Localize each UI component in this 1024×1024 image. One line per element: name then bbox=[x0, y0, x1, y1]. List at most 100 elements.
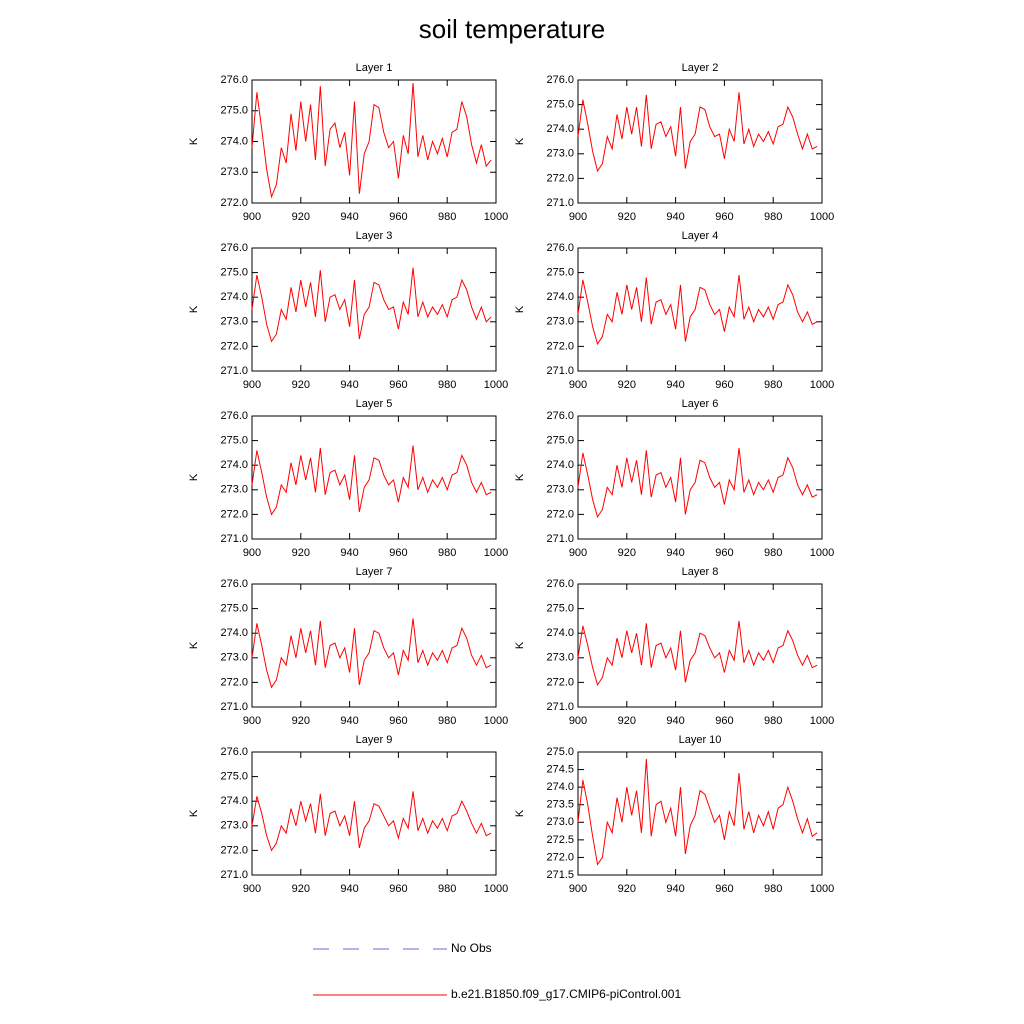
x-tick-label: 940 bbox=[340, 715, 358, 727]
y-tick-label: 275.0 bbox=[220, 771, 248, 783]
y-tick-label: 274.0 bbox=[546, 781, 574, 793]
x-tick-label: 1000 bbox=[810, 379, 834, 391]
y-tick-label: 272.0 bbox=[546, 851, 574, 863]
y-tick-label: 274.5 bbox=[546, 763, 574, 775]
plot-frame bbox=[577, 247, 823, 372]
y-tick-label: 272.0 bbox=[220, 340, 248, 352]
x-tick-label: 960 bbox=[389, 379, 407, 391]
x-tick-label: 920 bbox=[618, 379, 636, 391]
x-tick-label: 960 bbox=[715, 547, 733, 559]
y-tick-label: 276.0 bbox=[220, 746, 248, 758]
y-tick-label: 273.0 bbox=[546, 652, 574, 664]
x-tick-label: 900 bbox=[569, 211, 587, 223]
y-tick-label: 276.0 bbox=[546, 74, 574, 86]
x-tick-label: 980 bbox=[764, 715, 782, 727]
x-tick-label: 1000 bbox=[484, 883, 508, 895]
y-tick-label: 272.0 bbox=[546, 340, 574, 352]
y-axis-label: K bbox=[514, 809, 526, 817]
data-line bbox=[251, 618, 492, 689]
x-tick-label: 1000 bbox=[484, 715, 508, 727]
y-tick-label: 275.0 bbox=[220, 267, 248, 279]
y-tick-label: 274.0 bbox=[220, 459, 248, 471]
y-tick-label: 273.0 bbox=[220, 820, 248, 832]
x-tick-label: 940 bbox=[340, 379, 358, 391]
y-tick-label: 274.0 bbox=[220, 135, 248, 147]
y-tick-label: 271.0 bbox=[546, 197, 574, 209]
y-tick-label: 273.0 bbox=[220, 166, 248, 178]
plot-frame bbox=[251, 751, 497, 876]
x-tick-label: 960 bbox=[715, 379, 733, 391]
data-line bbox=[251, 791, 492, 852]
x-tick-label: 960 bbox=[715, 211, 733, 223]
x-tick-label: 920 bbox=[292, 379, 310, 391]
y-tick-label: 272.0 bbox=[220, 676, 248, 688]
x-tick-label: 940 bbox=[666, 211, 684, 223]
x-tick-label: 940 bbox=[666, 547, 684, 559]
legend-label: No Obs bbox=[451, 941, 492, 955]
y-tick-label: 272.0 bbox=[546, 172, 574, 184]
y-tick-label: 276.0 bbox=[220, 74, 248, 86]
y-tick-label: 274.0 bbox=[546, 459, 574, 471]
y-tick-label: 273.5 bbox=[546, 799, 574, 811]
y-tick-label: 275.0 bbox=[546, 99, 574, 111]
x-tick-label: 960 bbox=[715, 883, 733, 895]
panel-title: Layer 10 bbox=[679, 734, 722, 746]
data-line bbox=[577, 447, 818, 519]
plot-frame bbox=[577, 79, 823, 204]
data-line bbox=[577, 275, 818, 346]
y-tick-label: 273.0 bbox=[220, 652, 248, 664]
x-tick-label: 1000 bbox=[484, 379, 508, 391]
y-tick-label: 273.0 bbox=[546, 316, 574, 328]
y-tick-label: 276.0 bbox=[220, 578, 248, 590]
x-tick-label: 1000 bbox=[810, 547, 834, 559]
x-tick-label: 980 bbox=[438, 883, 456, 895]
y-tick-label: 275.0 bbox=[220, 105, 248, 117]
y-tick-label: 271.0 bbox=[546, 701, 574, 713]
panel-title: Layer 8 bbox=[682, 566, 719, 578]
y-axis-label: K bbox=[188, 641, 200, 649]
y-tick-label: 271.0 bbox=[220, 533, 248, 545]
y-tick-label: 272.0 bbox=[546, 508, 574, 520]
y-tick-label: 275.0 bbox=[546, 746, 574, 758]
x-tick-label: 980 bbox=[764, 379, 782, 391]
y-tick-label: 274.0 bbox=[220, 795, 248, 807]
panel-title: Layer 3 bbox=[356, 230, 393, 242]
x-tick-label: 940 bbox=[340, 883, 358, 895]
y-axis-label: K bbox=[188, 809, 200, 817]
x-tick-label: 960 bbox=[389, 547, 407, 559]
x-tick-label: 900 bbox=[243, 547, 261, 559]
y-axis-label: K bbox=[514, 641, 526, 649]
y-tick-label: 272.0 bbox=[546, 676, 574, 688]
panel-title: Layer 4 bbox=[682, 230, 719, 242]
x-tick-label: 920 bbox=[292, 883, 310, 895]
data-line bbox=[251, 83, 492, 199]
x-tick-label: 940 bbox=[666, 715, 684, 727]
x-tick-label: 960 bbox=[389, 883, 407, 895]
y-tick-label: 272.0 bbox=[220, 508, 248, 520]
data-line bbox=[577, 758, 818, 866]
x-tick-label: 980 bbox=[438, 547, 456, 559]
x-tick-label: 980 bbox=[764, 547, 782, 559]
y-tick-label: 276.0 bbox=[546, 410, 574, 422]
y-tick-label: 272.0 bbox=[220, 197, 248, 209]
x-tick-label: 920 bbox=[292, 211, 310, 223]
data-line bbox=[251, 445, 492, 516]
x-tick-label: 1000 bbox=[810, 715, 834, 727]
y-tick-label: 272.0 bbox=[220, 844, 248, 856]
panel-title: Layer 1 bbox=[356, 62, 393, 74]
panel-title: Layer 2 bbox=[682, 62, 719, 74]
y-tick-label: 276.0 bbox=[220, 242, 248, 254]
plot-frame bbox=[577, 415, 823, 540]
y-axis-label: K bbox=[188, 305, 200, 313]
x-tick-label: 920 bbox=[618, 211, 636, 223]
y-axis-label: K bbox=[188, 137, 200, 145]
x-tick-label: 940 bbox=[340, 211, 358, 223]
y-tick-label: 271.5 bbox=[546, 869, 574, 881]
y-tick-label: 271.0 bbox=[546, 533, 574, 545]
y-tick-label: 275.0 bbox=[546, 603, 574, 615]
y-tick-label: 276.0 bbox=[546, 578, 574, 590]
y-tick-label: 275.0 bbox=[546, 267, 574, 279]
x-tick-label: 900 bbox=[243, 883, 261, 895]
plot-frame bbox=[577, 751, 823, 876]
